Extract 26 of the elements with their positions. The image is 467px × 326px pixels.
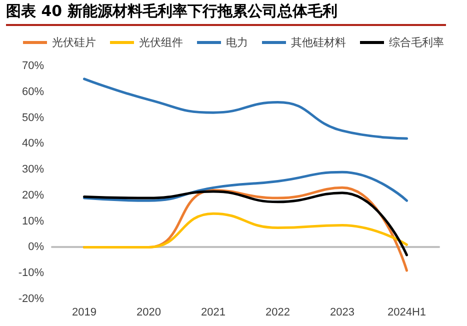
x-tick-label: 2023 [330,306,354,318]
y-tick-label: 70% [22,60,44,72]
legend-label: 其他硅材料 [291,36,346,49]
y-tick-label: 50% [22,112,44,124]
y-tick-label: 10% [22,215,44,228]
line-series [83,212,408,248]
legend-label: 电力 [226,36,248,49]
x-tick-label: 2019 [72,306,96,318]
line-series [83,170,408,202]
y-tick-label: 30% [22,164,44,176]
chart-title: 图表 40 新能源材料毛利率下行拖累公司总体毛利 [6,2,446,26]
legend-label: 综合毛利率 [389,36,444,49]
y-tick-label: 0% [28,241,44,254]
y-tick-label: 60% [22,86,44,98]
y-tick-label: 40% [22,138,44,150]
x-tick-label: 2021 [201,306,226,318]
x-tick-label: 2022 [266,306,290,318]
x-tick-label: 2024H1 [387,306,426,318]
legend-label: 光伏组件 [139,36,183,49]
line-series [83,78,408,140]
line-series [83,190,408,256]
x-tick-label: 2020 [136,306,161,318]
legend-label: 光伏硅片 [52,36,96,49]
y-tick-label: 20% [22,189,44,202]
y-tick-label: -20% [18,293,44,305]
y-tick-label: -10% [18,267,44,280]
